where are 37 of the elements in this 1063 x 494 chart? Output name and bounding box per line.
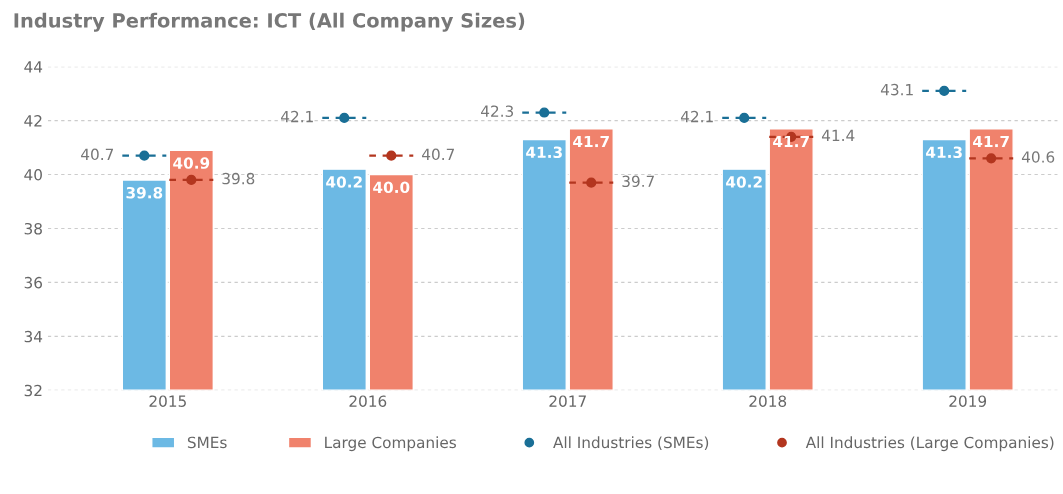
data-label: 40.9 [173,157,210,169]
y-tick-label: 40 [24,169,42,181]
x-tick-label: 2019 [949,395,987,407]
chart-title: Industry Performance: ICT (All Company Sizes) [14,12,525,32]
data-label: 41.3 [526,146,562,159]
data-label: 41.3 [926,146,962,159]
data-label: 40.2 [726,176,762,188]
data-label: 39.8 [126,186,163,199]
legend-label: All Industries (SMEs) [553,436,709,450]
data-label: 41.7 [573,135,609,148]
y-tick-label: 34 [24,330,43,343]
y-tick-label: 36 [24,276,43,289]
data-label: 42.1 [281,110,313,123]
data-label: 40.2 [326,176,362,188]
x-tick-label: 2015 [149,395,186,407]
y-tick-label: 44 [24,61,43,73]
data-label: 41.7 [773,135,809,148]
legend-label: All Industries (Large Companies) [805,436,1054,452]
legend-label: SMEs [187,436,227,449]
data-label: 39.7 [622,175,654,188]
y-tick-label: 38 [24,222,42,235]
data-label: 41.4 [821,129,855,142]
y-tick-label: 32 [24,384,42,397]
x-tick-label: 2017 [549,395,586,407]
data-label: 40.0 [373,181,410,194]
data-label: 40.7 [422,148,454,161]
legend-label: Large Companies [325,436,456,452]
y-tick-label: 42 [24,115,42,127]
data-label: 43.1 [880,83,913,96]
data-label: 42.3 [481,105,514,117]
data-label: 40.6 [1021,151,1055,163]
x-tick-label: 2016 [349,395,387,407]
data-label: 41.7 [973,135,1009,148]
x-tick-label: 2018 [749,395,787,407]
data-label: 42.1 [680,110,713,123]
data-label: 40.7 [81,148,114,161]
data-label: 39.8 [222,172,255,185]
